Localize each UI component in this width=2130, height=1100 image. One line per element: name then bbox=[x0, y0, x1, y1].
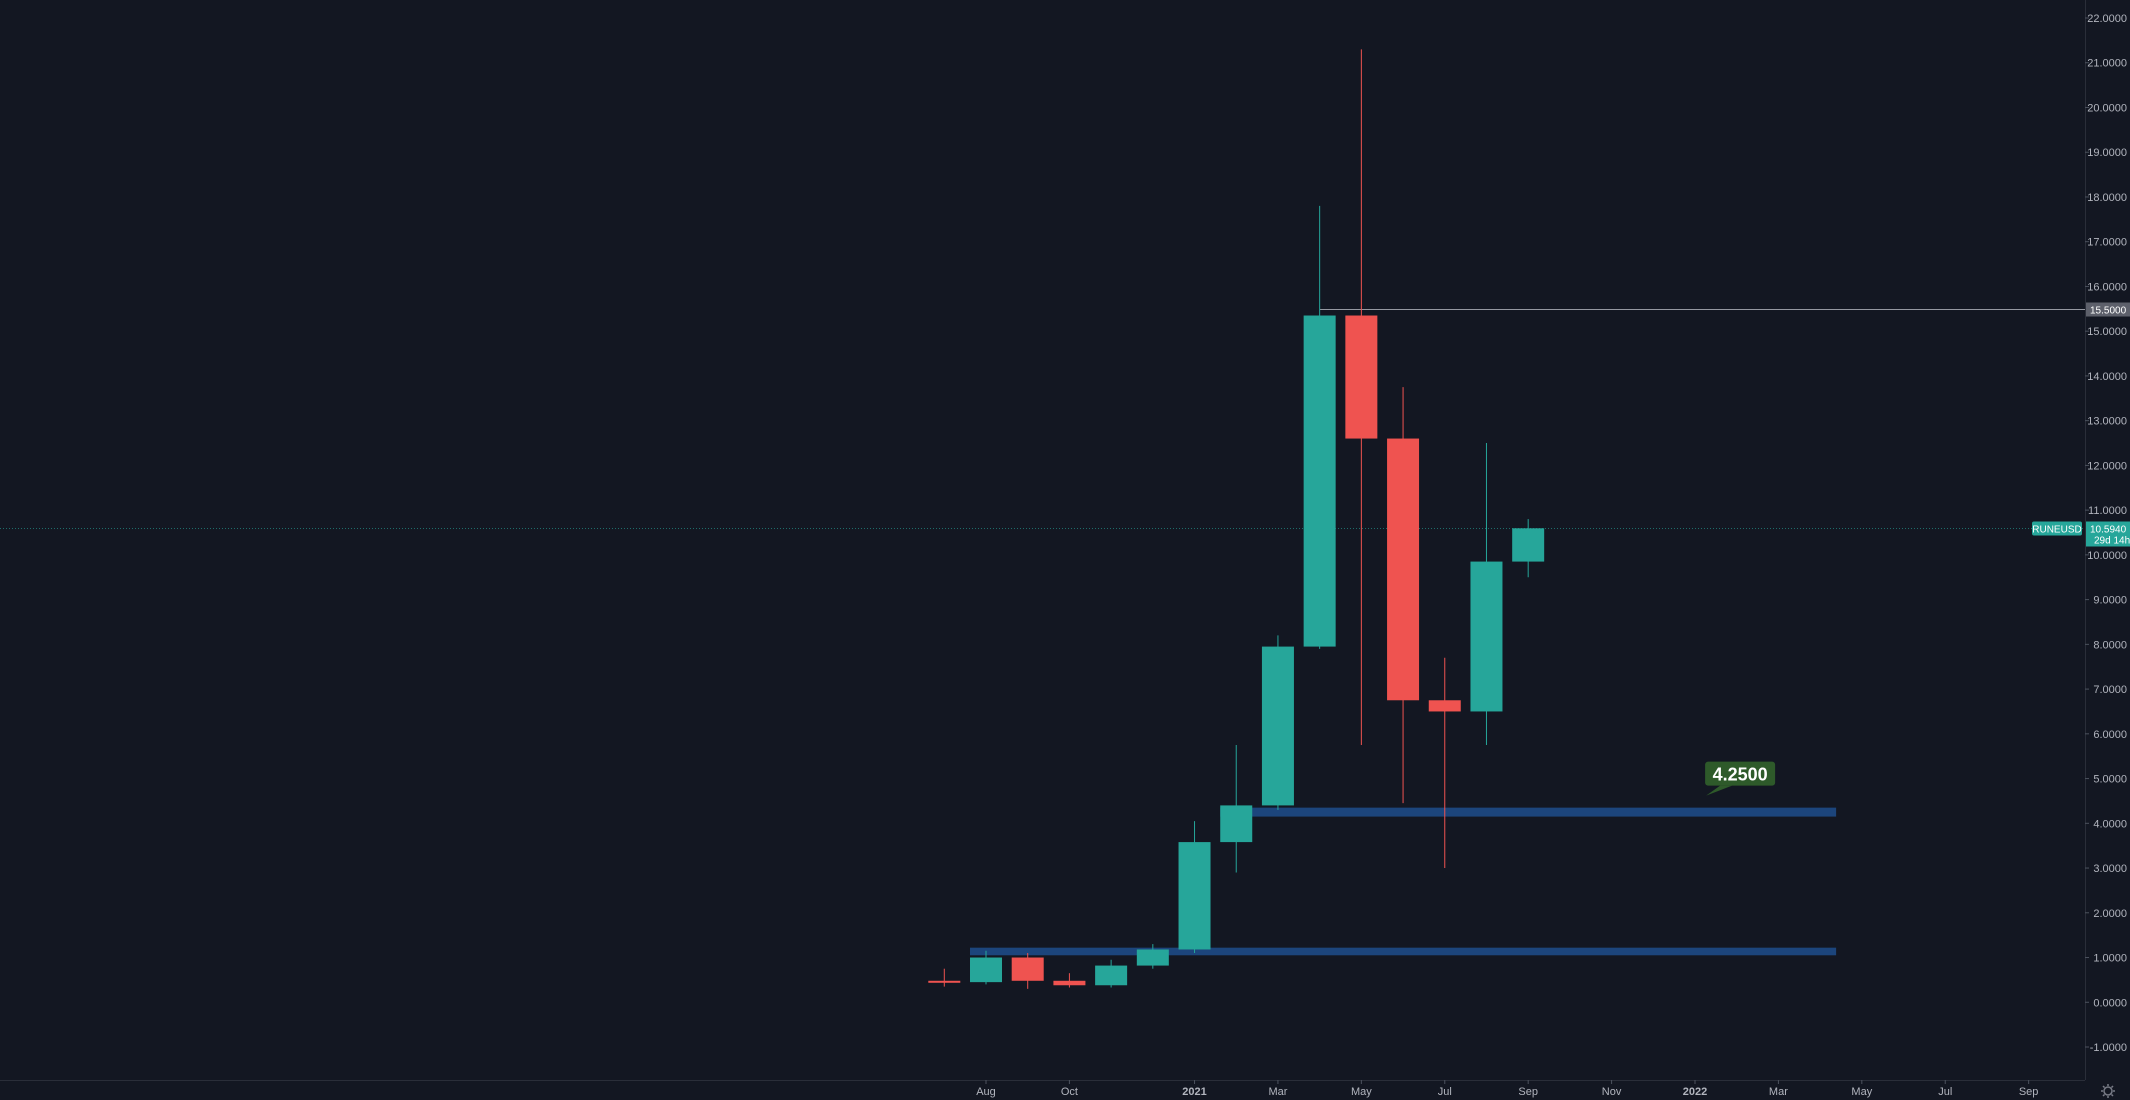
candle-body bbox=[1470, 561, 1503, 712]
price-tick-label: 12.0000 bbox=[2087, 460, 2127, 472]
candle-2021-03[interactable] bbox=[1261, 635, 1294, 810]
price-tick-label: 19.0000 bbox=[2087, 147, 2127, 159]
candle-2021-07[interactable] bbox=[1428, 657, 1461, 869]
price-tick-label: 20.0000 bbox=[2087, 102, 2127, 114]
price-tick-label: 2.0000 bbox=[2093, 908, 2127, 920]
last-price-tag: 10.5940 29d 14h bbox=[2086, 521, 2130, 547]
candle-body bbox=[1136, 949, 1169, 966]
price-tick-label: 9.0000 bbox=[2093, 595, 2127, 607]
candles bbox=[928, 49, 1545, 989]
price-tick-label: 8.0000 bbox=[2093, 639, 2127, 651]
time-tick-label: Jul bbox=[1938, 1086, 1952, 1098]
settings-gear-icon[interactable] bbox=[2101, 1084, 2115, 1098]
candle-body bbox=[1053, 980, 1086, 986]
countdown-label: 29d 14h bbox=[2094, 536, 2130, 547]
price-tick-label: 3.0000 bbox=[2093, 863, 2127, 875]
time-tick-label: May bbox=[1851, 1086, 1872, 1098]
candle-2021-05[interactable] bbox=[1345, 49, 1378, 746]
price-tick-label: 10.0000 bbox=[2087, 550, 2127, 562]
candle-2021-04[interactable] bbox=[1303, 205, 1336, 649]
candle-body bbox=[1261, 646, 1294, 806]
symbol-tag: RUNEUSD bbox=[2032, 521, 2082, 536]
price-tick-label: 17.0000 bbox=[2087, 237, 2127, 249]
last-price-label: 10.5940 bbox=[2090, 525, 2127, 536]
price-tick-label: 14.0000 bbox=[2087, 371, 2127, 383]
time-axis[interactable]: Aug Oct 2021 Mar May Jul Sep Nov 2022 Mar May Jul Se… bbox=[976, 1080, 2038, 1098]
symbol-tag-box bbox=[2032, 521, 2082, 536]
candle-2020-09[interactable] bbox=[1011, 953, 1044, 989]
candle-2020-10[interactable] bbox=[1053, 973, 1086, 988]
time-tick-label: Nov bbox=[1602, 1086, 1622, 1098]
candle-body bbox=[1303, 315, 1336, 647]
support-zones bbox=[970, 807, 1837, 956]
candle-2020-11[interactable] bbox=[1095, 959, 1128, 988]
candle-body bbox=[1095, 965, 1128, 986]
candle-body bbox=[1428, 700, 1461, 712]
price-tick-label: -1.0000 bbox=[2090, 1042, 2127, 1054]
price-tick-label: 1.0000 bbox=[2093, 953, 2127, 965]
candle-body bbox=[970, 957, 1002, 983]
time-tick-label: Oct bbox=[1061, 1086, 1078, 1098]
candle-2021-02[interactable] bbox=[1220, 745, 1253, 873]
price-tick-label: 22.0000 bbox=[2087, 13, 2127, 25]
price-tick-label: 15.0000 bbox=[2087, 326, 2127, 338]
time-tick-label: 2022 bbox=[1683, 1086, 1707, 1098]
candle-body bbox=[1178, 842, 1211, 950]
annotation-pointer bbox=[1706, 785, 1733, 796]
time-tick-label: Sep bbox=[1518, 1086, 1538, 1098]
annotation-label: 4.2500 bbox=[1713, 765, 1768, 785]
price-tick-label: 21.0000 bbox=[2087, 58, 2127, 70]
candle-2020-07[interactable] bbox=[928, 968, 961, 987]
annotation-box bbox=[1705, 761, 1776, 786]
price-tick-label: 13.0000 bbox=[2087, 416, 2127, 428]
support-zone-1[interactable] bbox=[970, 947, 1837, 956]
candle-2021-06[interactable] bbox=[1387, 387, 1420, 804]
candle-2020-12[interactable] bbox=[1136, 944, 1169, 969]
price-tick-label: 11.0000 bbox=[2088, 505, 2127, 517]
reference-line-tag-box bbox=[2086, 302, 2130, 317]
price-tick-label: 6.0000 bbox=[2093, 729, 2127, 741]
symbol-tag-label: RUNEUSD bbox=[2032, 525, 2081, 536]
time-tick-label: Mar bbox=[1769, 1086, 1788, 1098]
price-annotation[interactable]: 4.2500 bbox=[1705, 761, 1776, 796]
price-tick-label: 7.0000 bbox=[2093, 684, 2127, 696]
time-tick-label: 2021 bbox=[1182, 1086, 1206, 1098]
candle-body bbox=[1220, 805, 1253, 843]
support-zone-0[interactable] bbox=[1220, 807, 1837, 817]
candle-body bbox=[1387, 438, 1420, 701]
candle-2020-08[interactable] bbox=[970, 950, 1002, 985]
price-tick-label: 0.0000 bbox=[2093, 997, 2127, 1009]
time-tick-label: Sep bbox=[2019, 1086, 2039, 1098]
candle-2021-09[interactable] bbox=[1512, 519, 1545, 578]
price-tick-label: 18.0000 bbox=[2087, 192, 2127, 204]
candle-body bbox=[1011, 957, 1044, 981]
last-price-tag-box bbox=[2086, 521, 2130, 547]
reference-line-tag: 15.5000 bbox=[2086, 302, 2130, 317]
candle-body bbox=[928, 980, 961, 983]
time-tick-label: Mar bbox=[1268, 1086, 1287, 1098]
price-tick-label: 16.0000 bbox=[2087, 281, 2127, 293]
price-tick-label: 5.0000 bbox=[2093, 774, 2127, 786]
time-tick-label: May bbox=[1351, 1086, 1372, 1098]
candle-body bbox=[1345, 315, 1378, 439]
candle-2021-01[interactable] bbox=[1178, 821, 1211, 954]
price-axis[interactable]: 22.0000 21.0000 20.0000 19.0000 18.0000 17.00… bbox=[2085, 13, 2127, 1054]
candle-2021-08[interactable] bbox=[1470, 443, 1503, 746]
reference-line-label: 15.5000 bbox=[2090, 306, 2127, 317]
candle-body bbox=[1512, 528, 1545, 562]
price-tick-label: 4.0000 bbox=[2093, 818, 2127, 830]
time-tick-label: Aug bbox=[976, 1086, 996, 1098]
time-tick-label: Jul bbox=[1438, 1086, 1452, 1098]
